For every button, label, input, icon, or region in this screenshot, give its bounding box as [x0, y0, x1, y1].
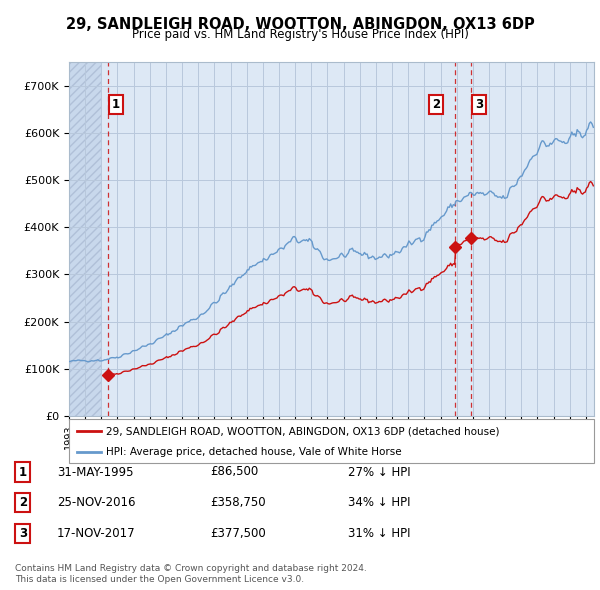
Text: 29, SANDLEIGH ROAD, WOOTTON, ABINGDON, OX13 6DP (detached house): 29, SANDLEIGH ROAD, WOOTTON, ABINGDON, O…: [106, 427, 499, 436]
Text: £358,750: £358,750: [210, 496, 266, 509]
Text: 2: 2: [19, 496, 27, 509]
Text: 31% ↓ HPI: 31% ↓ HPI: [348, 527, 410, 540]
Text: Price paid vs. HM Land Registry's House Price Index (HPI): Price paid vs. HM Land Registry's House …: [131, 28, 469, 41]
Text: £86,500: £86,500: [210, 466, 258, 478]
Text: 3: 3: [475, 98, 483, 111]
Text: 1: 1: [112, 98, 120, 111]
Bar: [69, 62, 101, 416]
Text: Contains HM Land Registry data © Crown copyright and database right 2024.: Contains HM Land Registry data © Crown c…: [15, 565, 367, 573]
Text: 2: 2: [431, 98, 440, 111]
Text: 29, SANDLEIGH ROAD, WOOTTON, ABINGDON, OX13 6DP: 29, SANDLEIGH ROAD, WOOTTON, ABINGDON, O…: [65, 17, 535, 31]
Text: HPI: Average price, detached house, Vale of White Horse: HPI: Average price, detached house, Vale…: [106, 447, 401, 457]
Text: 1: 1: [19, 466, 27, 478]
Text: £377,500: £377,500: [210, 527, 266, 540]
Text: 17-NOV-2017: 17-NOV-2017: [57, 527, 136, 540]
Text: 25-NOV-2016: 25-NOV-2016: [57, 496, 136, 509]
Text: 27% ↓ HPI: 27% ↓ HPI: [348, 466, 410, 478]
Text: This data is licensed under the Open Government Licence v3.0.: This data is licensed under the Open Gov…: [15, 575, 304, 584]
Text: 34% ↓ HPI: 34% ↓ HPI: [348, 496, 410, 509]
Text: 3: 3: [19, 527, 27, 540]
Text: 31-MAY-1995: 31-MAY-1995: [57, 466, 133, 478]
